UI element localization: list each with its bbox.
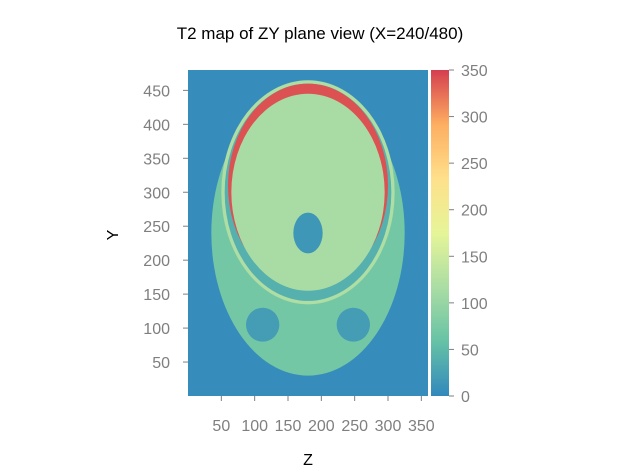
x-tick-label: 50 <box>212 418 230 435</box>
region-right-orbit <box>336 307 371 342</box>
region-left-orbit <box>245 307 280 342</box>
y-tick-label: 350 <box>143 151 170 168</box>
y-tick-label: 400 <box>143 117 170 134</box>
y-tick-label: 50 <box>152 355 170 372</box>
y-tick-label: 200 <box>143 253 170 270</box>
y-tick-label: 450 <box>143 83 170 100</box>
region-brain <box>231 93 385 291</box>
colorbar-tick-label: 150 <box>461 249 488 266</box>
y-tick-label: 150 <box>143 287 170 304</box>
x-tick-label: 350 <box>408 418 435 435</box>
heatmap-plot-area <box>188 70 428 396</box>
colorbar-tick-label: 350 <box>461 63 488 80</box>
colorbar-ticks: 0 50 100 150 200 250 300 350 <box>449 63 488 406</box>
region-brainstem-cavity <box>293 212 323 254</box>
x-tick-label: 300 <box>375 418 402 435</box>
x-axis-ticks: 50 100 150 200 250 300 350 <box>212 396 435 435</box>
y-tick-label: 100 <box>143 321 170 338</box>
y-tick-label: 300 <box>143 185 170 202</box>
colorbar-tick-label: 0 <box>461 389 470 406</box>
colorbar-scale <box>431 70 449 396</box>
y-axis-ticks: 50 100 150 200 250 300 350 400 450 <box>143 83 188 372</box>
x-tick-label: 250 <box>341 418 368 435</box>
x-tick-label: 200 <box>308 418 335 435</box>
colorbar-tick-label: 250 <box>461 156 488 173</box>
colorbar: 0 50 100 150 200 250 300 350 <box>431 63 488 406</box>
y-axis-label: Y <box>105 229 122 240</box>
colorbar-tick-label: 50 <box>461 342 479 359</box>
x-tick-label: 150 <box>275 418 302 435</box>
x-tick-label: 100 <box>241 418 268 435</box>
y-tick-label: 250 <box>143 219 170 236</box>
heatmap-regions <box>211 80 405 376</box>
chart-title: T2 map of ZY plane view (X=240/480) <box>176 24 464 43</box>
colorbar-tick-label: 300 <box>461 110 488 127</box>
colorbar-tick-label: 200 <box>461 203 488 220</box>
x-axis-label: Z <box>303 452 313 469</box>
colorbar-tick-label: 100 <box>461 296 488 313</box>
